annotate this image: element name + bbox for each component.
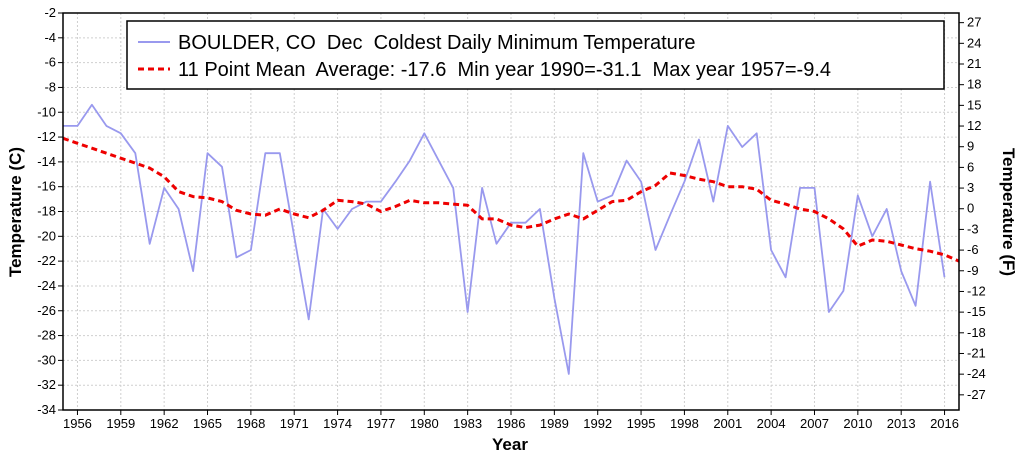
y-tick-label-right: 0 — [967, 201, 974, 216]
x-tick-label: 1983 — [453, 416, 482, 431]
axes: -34-32-30-28-26-24-22-20-18-16-14-12-10-… — [37, 5, 986, 431]
y-tick-label-left: -2 — [44, 5, 56, 20]
series-lines — [62, 103, 960, 375]
legend-label-mean: 11 Point Mean Average: -17.6 Min year 19… — [178, 59, 831, 81]
x-tick-label: 1998 — [670, 416, 699, 431]
x-tick-label: 1992 — [583, 416, 612, 431]
y-tick-label-right: -27 — [967, 387, 986, 402]
y-tick-label-right: -6 — [967, 242, 979, 257]
x-axis-title: Year — [492, 435, 528, 454]
x-tick-label: 1968 — [236, 416, 265, 431]
y-tick-label-right: 12 — [967, 118, 981, 133]
y-tick-label-left: -30 — [37, 352, 56, 367]
y-tick-label-right: 18 — [967, 77, 981, 92]
y-tick-label-left: -24 — [37, 278, 56, 293]
legend: BOULDER, CO Dec Coldest Daily Minimum Te… — [126, 20, 945, 90]
y-tick-label-left: -16 — [37, 179, 56, 194]
x-tick-label: 2007 — [800, 416, 829, 431]
x-tick-label: 1995 — [627, 416, 656, 431]
y-tick-label-left: -18 — [37, 204, 56, 219]
x-tick-label: 1956 — [63, 416, 92, 431]
y-tick-label-right: -12 — [967, 283, 986, 298]
x-tick-label: 2016 — [930, 416, 959, 431]
y-tick-label-left: -26 — [37, 303, 56, 318]
y-tick-label-right: -18 — [967, 325, 986, 340]
y-tick-label-right: 24 — [967, 35, 981, 50]
y-tick-label-right: -24 — [967, 366, 986, 381]
x-tick-label: 2010 — [843, 416, 872, 431]
x-tick-label: 2013 — [887, 416, 916, 431]
y-tick-label-right: 15 — [967, 97, 981, 112]
y-tick-label-right: 3 — [967, 180, 974, 195]
x-tick-label: 1965 — [193, 416, 222, 431]
y-tick-label-left: -14 — [37, 154, 56, 169]
y-axis-title-right: Temperature (F) — [999, 148, 1018, 276]
y-tick-label-left: -6 — [44, 55, 56, 70]
y-tick-label-left: -20 — [37, 228, 56, 243]
x-tick-label: 1959 — [106, 416, 135, 431]
y-tick-label-left: -10 — [37, 104, 56, 119]
y-tick-label-right: 9 — [967, 139, 974, 154]
y-tick-label-left: -8 — [44, 79, 56, 94]
y-tick-label-left: -22 — [37, 253, 56, 268]
y-tick-label-right: -9 — [967, 263, 979, 278]
x-tick-label: 1977 — [366, 416, 395, 431]
y-tick-label-left: -28 — [37, 328, 56, 343]
series-line-11pt-mean — [62, 136, 960, 263]
x-tick-label: 1962 — [150, 416, 179, 431]
x-tick-label: 1971 — [280, 416, 309, 431]
y-tick-label-left: -4 — [44, 30, 56, 45]
x-tick-label: 2004 — [757, 416, 786, 431]
y-tick-label-right: -3 — [967, 221, 979, 236]
y-tick-label-left: -32 — [37, 377, 56, 392]
x-tick-label: 1989 — [540, 416, 569, 431]
y-tick-label-left: -12 — [37, 129, 56, 144]
y-tick-label-right: 21 — [967, 56, 981, 71]
legend-label-observed: BOULDER, CO Dec Coldest Daily Minimum Te… — [178, 32, 696, 54]
y-tick-label-right: 27 — [967, 15, 981, 30]
x-tick-label: 2001 — [713, 416, 742, 431]
y-tick-label-right: -21 — [967, 345, 986, 360]
x-tick-label: 1980 — [410, 416, 439, 431]
y-tick-label-left: -34 — [37, 402, 56, 417]
y-tick-label-right: -15 — [967, 304, 986, 319]
series-line-observed — [63, 103, 946, 375]
legend-box — [126, 20, 945, 90]
y-axis-title-left: Temperature (C) — [6, 147, 25, 277]
x-tick-label: 1986 — [497, 416, 526, 431]
x-tick-label: 1974 — [323, 416, 352, 431]
y-tick-label-right: 6 — [967, 159, 974, 174]
